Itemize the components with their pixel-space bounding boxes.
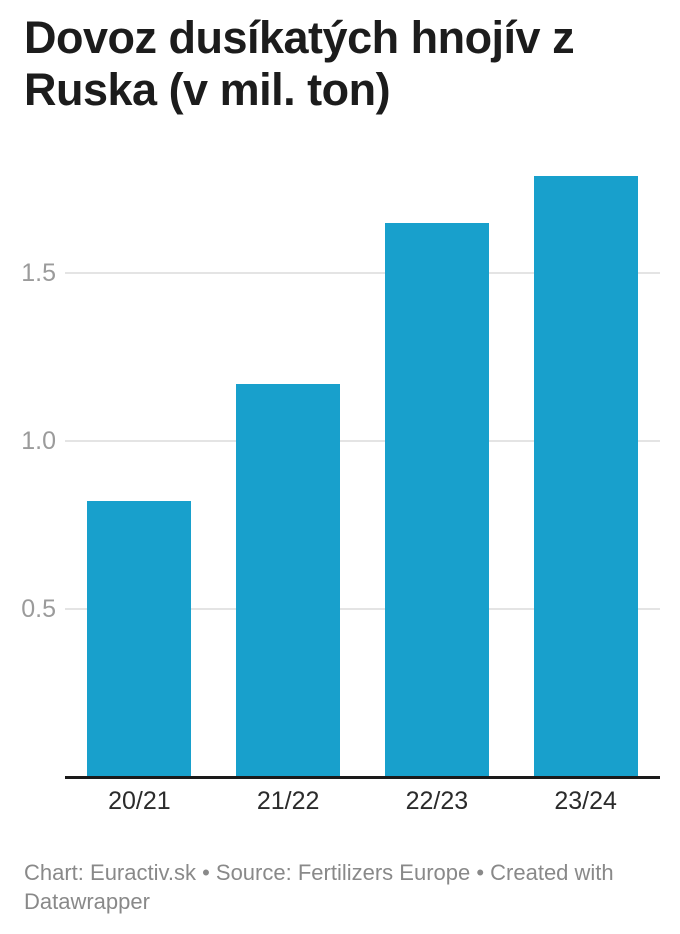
gridline xyxy=(65,608,660,610)
x-axis-label-20/21: 20/21 xyxy=(108,787,171,815)
x-axis-label-21/22: 21/22 xyxy=(256,787,320,815)
x-axis-label-22/23: 22/23 xyxy=(405,787,469,815)
chart-title-line-2: Ruska (v mil. ton) xyxy=(24,64,391,115)
bar-21/22 xyxy=(236,383,341,777)
bar-23/24 xyxy=(533,175,638,777)
bar-22/23 xyxy=(384,222,489,777)
footer-attribution-line-1: Chart: Euractiv.sk • Source: Fertilizers… xyxy=(24,860,614,885)
footer-attribution-line-2: Datawrapper xyxy=(24,889,150,914)
bar-20/21 xyxy=(87,501,192,777)
x-axis-label-23/24: 23/24 xyxy=(554,787,617,815)
gridline xyxy=(65,440,660,442)
gridline xyxy=(65,272,660,274)
x-axis-line xyxy=(65,776,660,779)
y-axis-tick-label: 1.5 xyxy=(21,259,56,287)
chart-footer: Chart: Euractiv.sk • Source: Fertilizers… xyxy=(24,858,614,916)
y-axis-tick-label: 1.0 xyxy=(21,427,56,455)
chart-title: Dovoz dusíkatých hnojív z Ruska (v mil. … xyxy=(24,12,575,116)
chart-title-line-1: Dovoz dusíkatých hnojív z xyxy=(24,12,575,63)
y-axis-tick-label: 0.5 xyxy=(21,595,56,623)
